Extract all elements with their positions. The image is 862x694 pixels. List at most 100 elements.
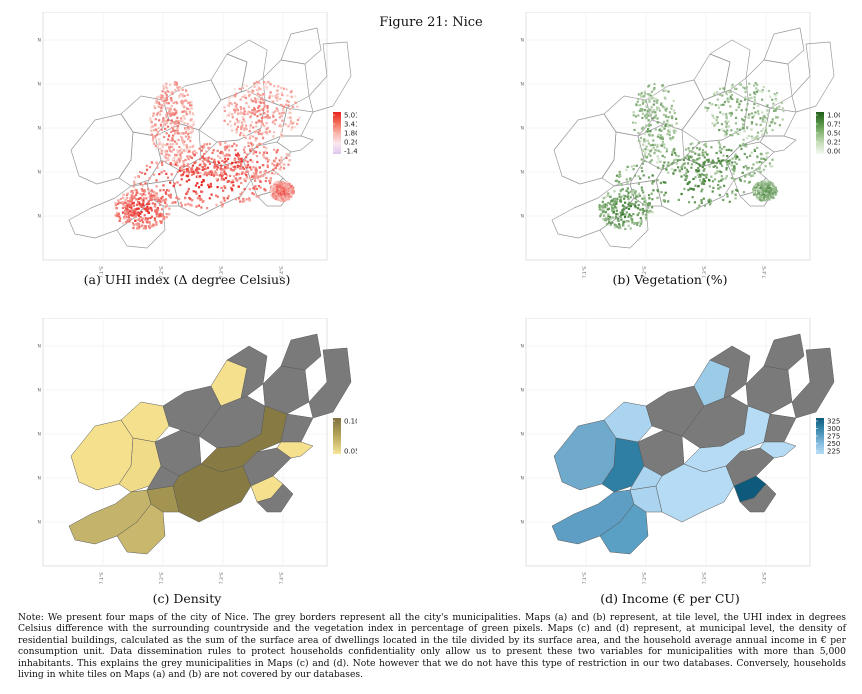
tile bbox=[652, 88, 656, 91]
tile bbox=[163, 102, 166, 105]
tile bbox=[737, 101, 740, 104]
tile bbox=[276, 89, 279, 92]
tile bbox=[651, 94, 654, 98]
tile bbox=[665, 107, 669, 110]
tile bbox=[661, 137, 664, 140]
tile bbox=[249, 166, 252, 169]
tile bbox=[195, 151, 198, 154]
tile bbox=[611, 221, 614, 224]
tile bbox=[662, 120, 666, 123]
tile bbox=[687, 156, 690, 159]
tile bbox=[626, 165, 629, 168]
lon-tick-label: 7.4°E bbox=[279, 266, 285, 278]
tile bbox=[681, 164, 684, 167]
tile bbox=[641, 189, 644, 192]
tile bbox=[600, 209, 603, 212]
tile bbox=[719, 146, 722, 149]
tile bbox=[664, 124, 667, 128]
tile bbox=[291, 188, 295, 191]
tile bbox=[753, 192, 756, 195]
tile bbox=[137, 218, 140, 221]
tile bbox=[648, 202, 651, 206]
tile bbox=[695, 169, 698, 172]
tile bbox=[768, 192, 771, 195]
tile bbox=[668, 124, 671, 127]
tile bbox=[261, 137, 265, 140]
tile bbox=[762, 182, 765, 185]
tile bbox=[276, 99, 279, 102]
tile bbox=[694, 176, 697, 179]
tile bbox=[150, 161, 153, 164]
tile bbox=[720, 128, 723, 131]
tile bbox=[643, 160, 646, 163]
tile bbox=[186, 190, 189, 193]
tile bbox=[744, 174, 747, 177]
tile bbox=[181, 173, 185, 176]
tile bbox=[610, 200, 613, 203]
municipality bbox=[629, 465, 663, 491]
tile bbox=[710, 175, 713, 178]
tile bbox=[743, 180, 746, 183]
tile bbox=[210, 193, 213, 196]
tile bbox=[609, 195, 612, 198]
tile bbox=[241, 166, 244, 169]
tile bbox=[256, 145, 259, 149]
tile bbox=[675, 122, 678, 125]
tile bbox=[210, 171, 213, 174]
tile bbox=[778, 106, 781, 109]
tile bbox=[131, 202, 134, 205]
tile bbox=[122, 193, 125, 196]
tile bbox=[715, 151, 718, 155]
tile bbox=[285, 185, 288, 188]
tile bbox=[620, 183, 623, 187]
tile bbox=[184, 158, 187, 162]
tile bbox=[757, 138, 760, 141]
tile bbox=[229, 120, 232, 123]
tile bbox=[659, 160, 662, 163]
tile bbox=[621, 209, 624, 212]
tile bbox=[707, 200, 710, 203]
tile bbox=[636, 207, 640, 210]
tile bbox=[705, 173, 708, 176]
tile bbox=[185, 113, 188, 116]
tile bbox=[164, 200, 167, 203]
tile bbox=[615, 174, 619, 177]
tile bbox=[747, 116, 750, 119]
tile bbox=[195, 171, 198, 174]
tile bbox=[688, 201, 691, 204]
tile bbox=[761, 119, 765, 122]
tile bbox=[208, 142, 211, 145]
tile bbox=[667, 164, 670, 167]
tile bbox=[273, 160, 276, 163]
tile bbox=[182, 110, 185, 113]
tile bbox=[124, 212, 127, 216]
tile bbox=[203, 145, 206, 148]
tile bbox=[233, 123, 237, 126]
tile bbox=[686, 154, 689, 157]
tile bbox=[774, 122, 777, 125]
tile bbox=[229, 174, 232, 177]
municipality bbox=[759, 441, 797, 459]
tile bbox=[224, 157, 227, 160]
tile bbox=[667, 161, 670, 164]
tile bbox=[641, 162, 644, 165]
tile bbox=[275, 107, 278, 110]
tile bbox=[654, 114, 657, 117]
tile bbox=[643, 194, 646, 197]
tile bbox=[129, 197, 132, 200]
tile bbox=[233, 102, 237, 105]
tile bbox=[734, 153, 737, 156]
tile bbox=[778, 124, 781, 127]
tile bbox=[156, 131, 159, 134]
tile bbox=[149, 193, 152, 196]
tile bbox=[263, 116, 266, 119]
tile bbox=[203, 143, 206, 146]
tile bbox=[762, 197, 765, 200]
tile bbox=[219, 166, 222, 169]
legend-label: 0.50 bbox=[827, 129, 840, 137]
tile bbox=[645, 213, 648, 217]
caption-vegetation: (b) Vegetation (%) bbox=[612, 272, 728, 287]
tile bbox=[639, 140, 642, 143]
tile bbox=[632, 213, 635, 216]
tile bbox=[181, 141, 185, 144]
